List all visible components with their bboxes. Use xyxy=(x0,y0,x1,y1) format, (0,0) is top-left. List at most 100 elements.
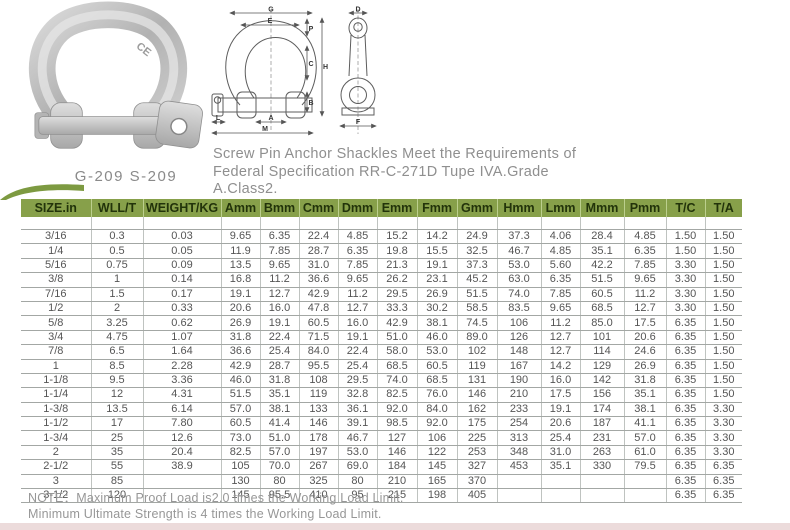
table-cell: 6.35 xyxy=(704,459,742,475)
table-cell: 31.0 xyxy=(298,258,338,274)
table-cell: 210 xyxy=(496,387,541,403)
table-cell: 1.50 xyxy=(704,301,742,317)
table-cell: 3/8 xyxy=(21,272,91,288)
table-cell: 19.1 xyxy=(259,315,299,331)
table-cell: 33.3 xyxy=(376,301,417,317)
table-cell: 41.1 xyxy=(623,416,666,432)
spacer-cell xyxy=(665,217,705,230)
table-cell: 55 xyxy=(90,459,143,475)
table-row: 3/4 4.75 1.07 31.8 22.4 71.5 19.1 51.0 46.0 89.0 1… xyxy=(21,330,742,346)
table-cell: 327 xyxy=(456,459,497,475)
table-cell: 46.0 xyxy=(416,330,457,346)
table-cell xyxy=(540,474,580,490)
table-cell: 19.1 xyxy=(416,258,457,274)
table-cell: 9.65 xyxy=(623,272,666,288)
table-cell: 42.9 xyxy=(220,359,260,374)
spacer-cell xyxy=(21,217,91,230)
spec-table: SIZE.in WLL/T WEIGHT/KG Amm Bmm Cmm Dmm Emm Fmm G… xyxy=(21,199,742,504)
spacer-cell xyxy=(376,217,417,230)
table-cell: 3.30 xyxy=(665,287,705,302)
table-cell: 101 xyxy=(579,330,624,346)
table-cell: 162 xyxy=(456,402,497,418)
spacer-cell xyxy=(337,217,377,230)
table-cell: 114 xyxy=(579,344,624,360)
description-line: Federal Specification RR-C-271D Tupe IVA… xyxy=(213,163,549,180)
table-cell: 31.8 xyxy=(220,330,260,346)
table-header: SIZE.in WLL/T WEIGHT/KG Amm Bmm Cmm Dmm Emm Fmm G… xyxy=(21,199,742,217)
table-cell: 58.0 xyxy=(376,344,417,360)
table-cell: 45.2 xyxy=(456,272,497,288)
table-cell: 7.85 xyxy=(337,258,377,274)
bottom-band-decoration xyxy=(0,523,790,530)
table-cell: 84.0 xyxy=(416,402,457,418)
table-cell: 175 xyxy=(456,416,497,432)
table-cell: 210 xyxy=(376,474,417,490)
table-cell: 35.1 xyxy=(579,243,624,259)
spacer-cell xyxy=(220,217,260,230)
table-cell: 41.4 xyxy=(259,416,299,432)
table-cell: 6.35 xyxy=(540,272,580,288)
table-cell: 1.50 xyxy=(704,272,742,288)
table-cell: 25 xyxy=(90,430,143,446)
table-cell: 3.36 xyxy=(142,373,221,389)
dim-label: E xyxy=(268,18,273,25)
table-cell: 80 xyxy=(259,474,299,490)
table-cell: 1.50 xyxy=(704,359,742,374)
table-cell: 2 xyxy=(21,445,91,461)
table-cell: 215 xyxy=(376,488,417,504)
table-cell: 26.9 xyxy=(623,359,666,374)
spacer-cell xyxy=(298,217,338,230)
table-cell: 19.1 xyxy=(220,287,260,302)
spacer-cell xyxy=(259,217,299,230)
table-row: 2-1/2 55 38.9 105 70.0 267 69.0 184 145 327 453 35.… xyxy=(21,459,742,475)
table-cell xyxy=(623,488,666,504)
table-cell: 1.50 xyxy=(704,287,742,302)
table-cell: 5/16 xyxy=(21,258,91,274)
dim-label: G xyxy=(268,7,274,14)
table-cell: 6.35 xyxy=(665,359,705,374)
column-header: Fmm xyxy=(416,199,457,217)
table-cell: 3.30 xyxy=(704,445,742,461)
table-cell: 7.85 xyxy=(259,243,299,259)
column-header: Dmm xyxy=(337,199,377,217)
table-row: 5/8 3.25 0.62 26.9 19.1 60.5 16.0 42.9 38.1 74.5 1… xyxy=(21,315,742,331)
column-header: Amm xyxy=(220,199,260,217)
table-cell: 1.5 xyxy=(90,287,143,302)
table-cell: 57.0 xyxy=(623,430,666,446)
table-cell: 42.9 xyxy=(376,315,417,331)
table-cell xyxy=(579,474,624,490)
table-cell: 28.7 xyxy=(259,359,299,374)
table-cell: 63.0 xyxy=(496,272,541,288)
spec-table-section: SIZE.in WLL/T WEIGHT/KG Amm Bmm Cmm Dmm Emm Fmm G… xyxy=(21,199,742,504)
table-cell: 267 xyxy=(298,459,338,475)
table-cell: 0.17 xyxy=(142,287,221,302)
table-cell: 35.1 xyxy=(540,459,580,475)
table-cell: 142 xyxy=(579,373,624,389)
table-cell: 0.03 xyxy=(142,229,221,245)
table-cell: 29.5 xyxy=(376,287,417,302)
table-cell: 6.35 xyxy=(665,330,705,346)
table-cell: 1.50 xyxy=(704,229,742,245)
table-cell: 57.0 xyxy=(259,445,299,461)
table-cell: 11.9 xyxy=(220,243,260,259)
table-cell: 0.09 xyxy=(142,258,221,274)
table-cell xyxy=(142,488,221,504)
table-cell: 1.64 xyxy=(142,344,221,360)
table-row: 5/16 0.75 0.09 13.5 9.65 31.0 7.85 21.3 19.1 37.3… xyxy=(21,258,742,274)
spacer-cell xyxy=(496,217,541,230)
table-cell: 6.35 xyxy=(704,488,742,504)
table-cell: 410 xyxy=(298,488,338,504)
table-cell: 130 xyxy=(220,474,260,490)
table-cell: 4.85 xyxy=(337,229,377,245)
column-header: SIZE.in xyxy=(21,199,91,217)
table-cell: 19.1 xyxy=(337,330,377,346)
table-cell: 225 xyxy=(456,430,497,446)
table-cell: 15.5 xyxy=(416,243,457,259)
table-cell: 32.5 xyxy=(456,243,497,259)
table-cell: 174 xyxy=(579,402,624,418)
table-cell: 2.28 xyxy=(142,359,221,374)
table-cell: 26.2 xyxy=(376,272,417,288)
table-cell: 95.5 xyxy=(298,359,338,374)
table-cell: 35 xyxy=(90,445,143,461)
table-cell: 31.8 xyxy=(259,373,299,389)
